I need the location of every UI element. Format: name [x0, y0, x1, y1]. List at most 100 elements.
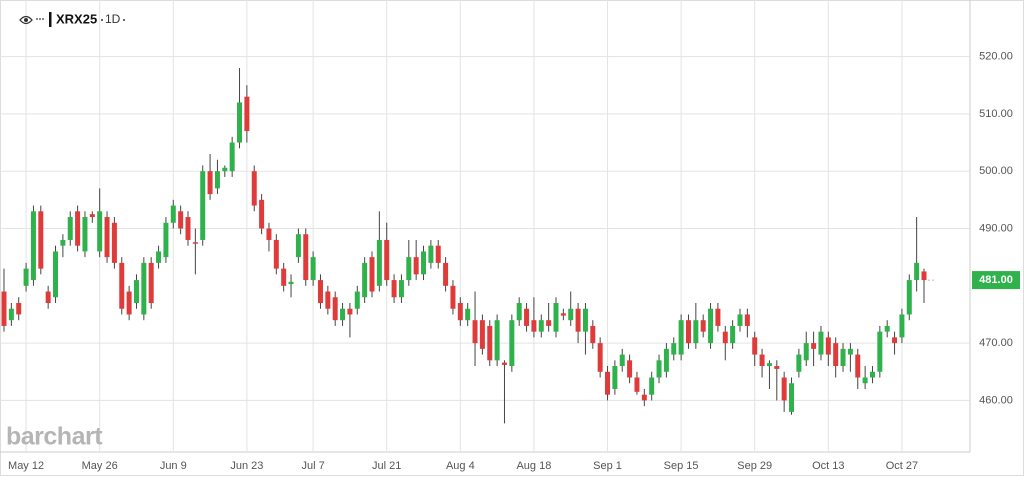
candle-body — [568, 308, 574, 321]
candle-body — [259, 199, 265, 229]
candle-body — [104, 217, 110, 258]
candle-body — [855, 354, 861, 378]
candle-body — [627, 360, 633, 378]
candle-body — [811, 343, 817, 349]
candle-body — [516, 303, 522, 321]
candle-body — [421, 251, 427, 275]
candle-body — [413, 257, 419, 275]
candle-body — [67, 217, 73, 240]
candle-body — [465, 308, 471, 321]
eye-pupil — [24, 18, 28, 22]
candle-body — [295, 234, 301, 258]
last-price-box — [972, 271, 1020, 290]
x-tick-label: Jun 23 — [230, 460, 263, 472]
dot — [42, 18, 44, 20]
x-tick-label: Sep 29 — [737, 460, 772, 472]
candle-body — [914, 262, 920, 281]
candle-body — [487, 325, 493, 361]
candle-body — [303, 234, 309, 281]
candle-body — [178, 211, 184, 229]
candle-body — [818, 331, 824, 355]
candle-body — [678, 320, 684, 355]
candle-body — [192, 242, 198, 244]
candle-body — [553, 303, 559, 332]
candle-body — [634, 377, 640, 392]
candle-body — [111, 222, 117, 263]
candle-body — [597, 343, 603, 372]
candle-body — [23, 268, 29, 286]
candle-body — [479, 320, 485, 349]
candle-body — [45, 291, 51, 303]
x-tick-label: Aug 4 — [446, 460, 475, 472]
candle-body — [884, 325, 890, 332]
candle-body — [619, 354, 625, 367]
candle-body — [450, 285, 456, 309]
dot — [123, 19, 125, 21]
candle-body — [163, 222, 169, 258]
candle-body — [384, 239, 390, 281]
candle-body — [737, 314, 743, 326]
candle-body — [744, 314, 750, 326]
x-tick-label: Sep 15 — [664, 460, 699, 472]
header: XRX25 1D — [19, 11, 125, 27]
y-tick-label: 520.00 — [979, 50, 1013, 62]
candle-body — [693, 320, 699, 344]
candle-body — [214, 171, 220, 189]
candle-body — [840, 348, 846, 367]
x-tick-label: Aug 18 — [516, 460, 551, 472]
candle-body — [347, 308, 353, 315]
candle-body — [376, 239, 382, 286]
candle-body — [833, 343, 839, 367]
candle-body — [340, 308, 346, 321]
candle-body — [406, 257, 412, 281]
candle-body — [53, 251, 59, 298]
y-tick-label: 510.00 — [979, 108, 1013, 120]
candle-body — [656, 360, 662, 378]
candle-body — [560, 313, 566, 316]
candle-body — [847, 348, 853, 355]
candle-body — [796, 354, 802, 372]
candle-body — [281, 268, 287, 286]
candle-body — [428, 245, 434, 263]
x-tick-label: Oct 27 — [886, 460, 918, 472]
candle-body — [877, 331, 883, 372]
candle-body — [354, 291, 360, 309]
candle-body — [273, 239, 279, 269]
candle-body — [38, 211, 44, 269]
candle-body — [317, 280, 323, 303]
candle-body — [789, 383, 795, 412]
candle-body — [582, 308, 588, 332]
candle-body — [89, 214, 95, 218]
candle-body — [862, 377, 868, 384]
candle-body — [148, 262, 154, 303]
candle-body — [30, 211, 36, 281]
candle-body — [531, 320, 537, 332]
candle-body — [435, 245, 441, 263]
candle-body — [332, 297, 338, 321]
candle-body — [200, 171, 206, 240]
candle-body — [325, 291, 331, 309]
candle-body — [700, 320, 706, 332]
candle-body — [671, 343, 677, 355]
dot — [101, 19, 103, 21]
candle-body — [97, 211, 103, 252]
candle-body — [222, 167, 228, 172]
interval: 1D — [105, 12, 121, 26]
x-tick-label: May 12 — [8, 460, 44, 472]
x-tick-label: Jun 9 — [160, 460, 187, 472]
last-price-label: 481.00 — [979, 274, 1013, 286]
candle-body — [1, 291, 7, 326]
candle-body — [170, 205, 176, 223]
x-tick-label: May 26 — [82, 460, 118, 472]
candle-body — [229, 142, 235, 172]
candle-body — [133, 280, 139, 303]
candle-body — [16, 303, 22, 315]
x-tick-label: Jul 21 — [372, 460, 401, 472]
candle-body — [649, 377, 655, 395]
x-tick-label: Jul 7 — [301, 460, 324, 472]
x-tick-label: Sep 1 — [593, 460, 622, 472]
candle-body — [82, 217, 88, 252]
candle-body — [752, 337, 758, 355]
